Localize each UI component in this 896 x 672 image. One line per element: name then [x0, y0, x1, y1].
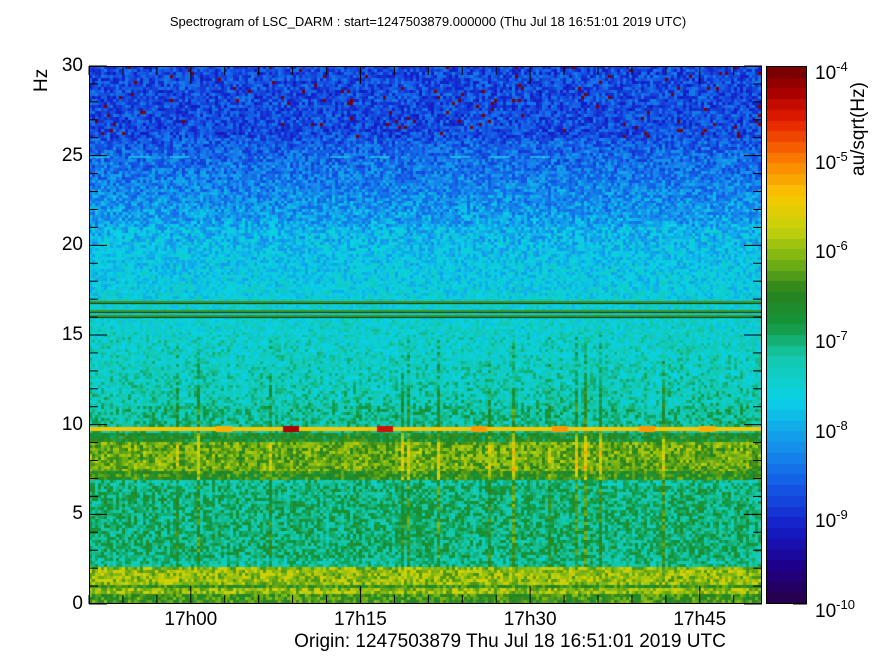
colorbar [766, 66, 807, 604]
colorbar-tick-label: 10-8 [815, 416, 848, 442]
colorbar-tick-exponent: -7 [836, 328, 848, 343]
x-tick-label: 17h15 [334, 609, 387, 630]
colorbar-tick-label: 10-9 [815, 505, 848, 531]
colorbar-tick-exponent: -10 [836, 597, 855, 612]
y-tick-label: 25 [61, 144, 83, 166]
colorbar-tick-base: 10 [815, 242, 837, 264]
colorbar-tick-label: 10-6 [815, 236, 848, 262]
y-tick-label: 15 [61, 324, 83, 345]
colorbar-tick-base: 10 [815, 511, 837, 533]
y-tick-label: 20 [61, 234, 83, 256]
colorbar-tick-base: 10 [815, 332, 837, 353]
colorbar-title: au/sqrt(Hz) [848, 82, 869, 176]
colorbar-tick-base: 10 [815, 63, 837, 84]
colorbar-tick-exponent: -9 [836, 507, 848, 523]
colorbar-gradient [767, 67, 806, 603]
y-tick-label: 5 [72, 503, 83, 525]
y-tick-label: 0 [72, 593, 83, 614]
colorbar-tick-exponent: -5 [836, 148, 848, 164]
x-tick-label: 17h00 [164, 609, 218, 630]
colorbar-tick-base: 10 [815, 601, 837, 622]
x-tick-label: 17h30 [503, 609, 557, 630]
spectrogram-heatmap [90, 67, 761, 603]
x-tick-label: 17h45 [673, 609, 727, 630]
colorbar-tick-base: 10 [815, 152, 837, 174]
y-tick-label: 30 [61, 55, 83, 76]
colorbar-tick-exponent: -6 [836, 238, 848, 254]
colorbar-tick-label: 10-10 [815, 595, 855, 621]
spectrogram-plot-area [89, 66, 762, 604]
colorbar-tick-exponent: -4 [836, 59, 848, 74]
x-axis-label: Origin: 1247503879 Thu Jul 18 16:51:01 2… [294, 631, 726, 652]
y-tick-label: 10 [61, 413, 83, 435]
colorbar-tick-label: 10-7 [815, 326, 848, 352]
chart-title: Spectrogram of LSC_DARM : start=12475038… [169, 14, 687, 29]
colorbar-tick-base: 10 [815, 421, 837, 443]
colorbar-tick-exponent: -8 [836, 417, 848, 433]
colorbar-tick-label: 10-5 [815, 147, 848, 173]
colorbar-tick-label: 10-4 [815, 57, 848, 83]
